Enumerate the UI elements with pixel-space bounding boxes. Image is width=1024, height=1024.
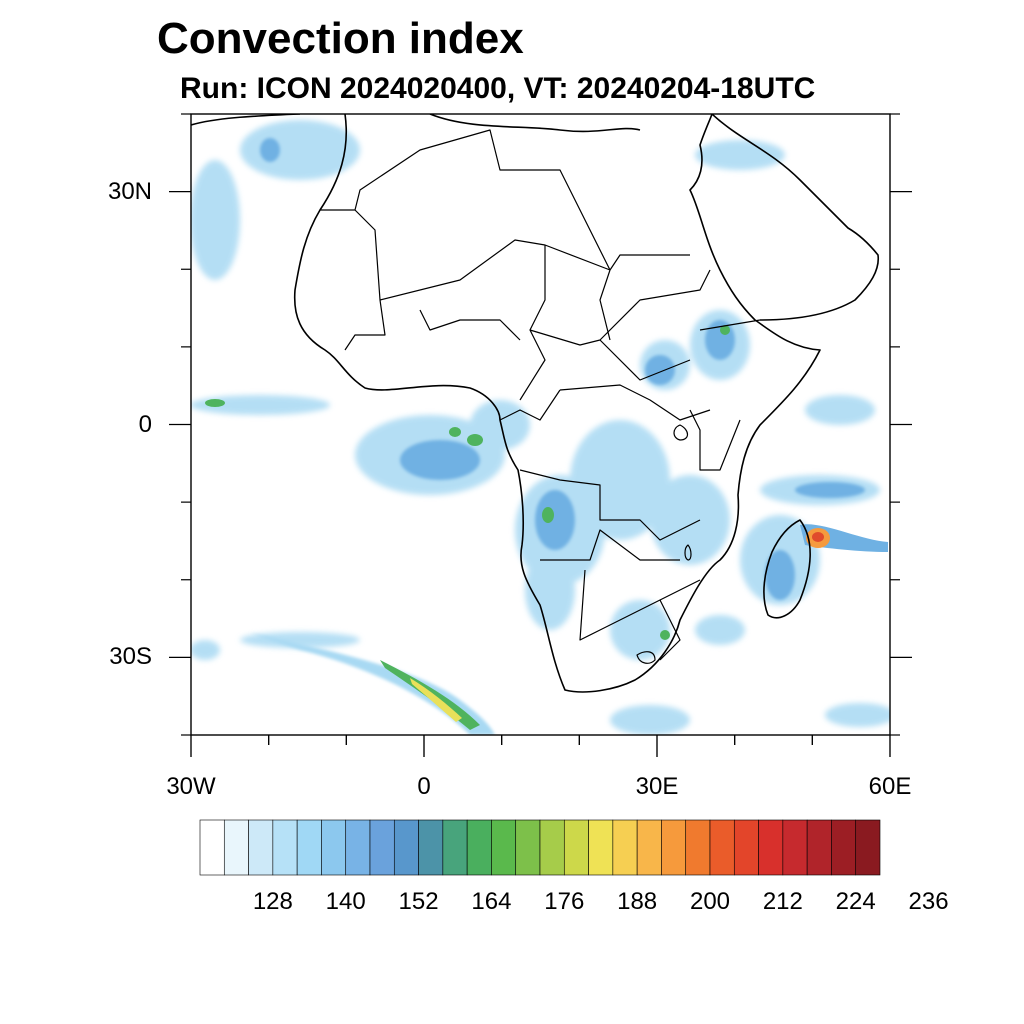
colorbar-box	[248, 819, 274, 876]
y-axis-label: 30S	[109, 643, 152, 671]
colorbar-label: 224	[835, 888, 876, 915]
coastlines	[191, 114, 880, 693]
arabia-coastline	[711, 114, 880, 321]
convection-field	[191, 120, 890, 735]
colorbar	[199, 819, 881, 876]
colorbar-box	[661, 819, 687, 876]
y-axis-label: 0	[138, 410, 152, 438]
colorbar-box	[491, 819, 517, 876]
colorbar-box	[806, 819, 832, 876]
axis-ticks	[169, 113, 912, 757]
field-atlantic-streak-peak	[410, 678, 462, 722]
colorbar-box	[442, 819, 468, 876]
colorbar-label: 164	[471, 888, 512, 915]
colorbar-label: 188	[617, 888, 658, 915]
colorbar-box	[466, 819, 492, 876]
country-borders	[320, 129, 761, 661]
x-axis-label: 30W	[166, 773, 216, 800]
map-title: Convection index	[157, 14, 524, 63]
field-green-cells	[205, 325, 730, 640]
field-light-blue-areas	[191, 120, 890, 735]
field-intense-cell	[800, 524, 888, 552]
field-mid-blue-areas	[260, 138, 865, 600]
colorbar-label: 200	[689, 888, 731, 915]
colorbar-box	[782, 819, 808, 876]
colorbar-box	[321, 819, 347, 876]
colorbar-box	[296, 819, 322, 876]
colorbar-box	[345, 819, 371, 876]
colorbar-label: 152	[398, 888, 439, 915]
colorbar-box	[733, 819, 759, 876]
colorbar-label: 140	[325, 888, 366, 915]
map-subtitle: Run: ICON 2024020400, VT: 20240204-18UTC	[180, 72, 816, 105]
colorbar-box	[685, 819, 711, 876]
colorbar-box	[709, 819, 735, 876]
colorbar-box	[369, 819, 395, 876]
colorbar-box	[636, 819, 662, 876]
colorbar-box	[831, 819, 857, 876]
x-axis-label: 30E	[635, 773, 679, 800]
colorbar-label: 212	[762, 888, 803, 915]
colorbar-box	[588, 819, 614, 876]
colorbar-box	[855, 819, 881, 876]
colorbar-label: 236	[908, 888, 949, 915]
colorbar-box	[612, 819, 638, 876]
lakes	[636, 424, 692, 664]
colorbar-label: 176	[544, 888, 585, 915]
colorbar-box	[563, 819, 589, 876]
colorbar-box	[758, 819, 784, 876]
x-axis-label: 60E	[868, 773, 912, 800]
y-axis-label: 30N	[107, 177, 152, 205]
colorbar-box	[418, 819, 444, 876]
colorbar-box	[515, 819, 541, 876]
africa-coastline	[293, 114, 821, 693]
colorbar-box	[272, 819, 298, 876]
colorbar-box	[199, 819, 225, 876]
colorbar-label: 128	[252, 888, 293, 915]
x-axis-label: 0	[417, 773, 431, 800]
madagascar-coastline	[763, 519, 811, 619]
colorbar-box	[223, 819, 249, 876]
colorbar-box	[393, 819, 419, 876]
colorbar-box	[539, 819, 565, 876]
